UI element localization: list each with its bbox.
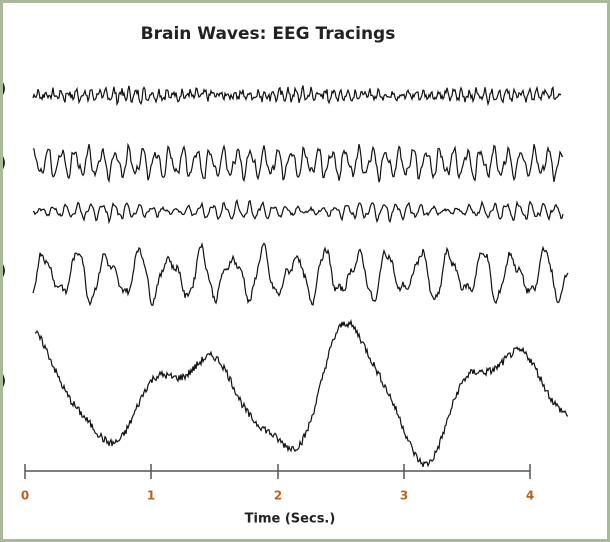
ticks: 0 1 2 3 4 xyxy=(21,464,534,503)
tick-label: 0 xyxy=(21,489,29,503)
row-label: ) xyxy=(3,79,6,98)
wave xyxy=(32,198,564,225)
wave xyxy=(32,142,564,184)
waves xyxy=(32,85,569,468)
title: Brain Waves: EEG Tracings xyxy=(141,24,396,44)
row-labels: )))) xyxy=(3,79,6,390)
tick-label: 2 xyxy=(274,489,282,503)
tick-label: 3 xyxy=(400,489,408,503)
axis-label: Time (Secs.) xyxy=(245,512,336,527)
tick-label: 4 xyxy=(526,489,534,503)
tick-label: 1 xyxy=(147,489,155,503)
wave xyxy=(32,241,569,307)
row-label: ) xyxy=(3,261,6,280)
wave xyxy=(34,318,569,468)
eeg-chart: Brain Waves: EEG Tracings )))) 0 1 2 3 4 Tim… xyxy=(3,24,569,527)
row-label: ) xyxy=(3,153,6,172)
wave xyxy=(32,85,562,107)
row-label: ) xyxy=(3,371,6,390)
